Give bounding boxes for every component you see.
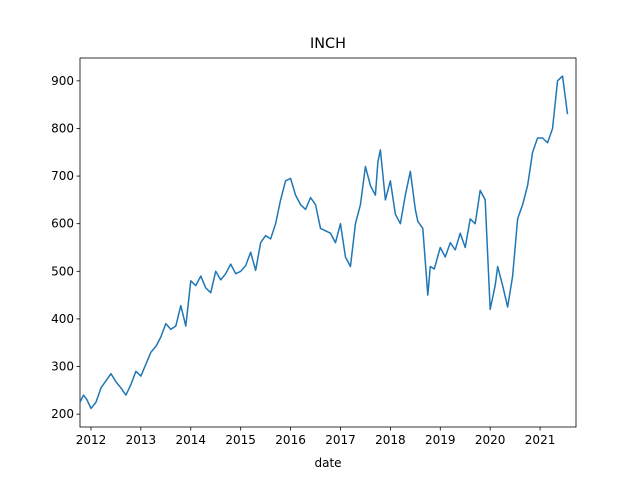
y-tick-label: 300 [51,360,74,374]
y-tick-label: 800 [51,121,74,135]
plot-frame [79,57,577,428]
data-line [79,75,569,410]
chart-title: INCH [310,36,346,52]
x-tick-label: 2020 [475,433,506,447]
y-tick-label: 400 [51,312,74,326]
x-tick-label: 2015 [225,433,256,447]
x-axis-label: date [314,456,341,470]
y-tick-label: 900 [51,74,74,88]
x-tick-label: 2013 [126,433,157,447]
x-tick-label: 2014 [176,433,207,447]
y-tick-label: 500 [51,264,74,278]
x-tick-label: 2019 [425,433,456,447]
x-tick-label: 2012 [76,433,107,447]
y-tick-label: 600 [51,217,74,231]
x-tick-label: 2016 [275,433,306,447]
y-tick-label: 200 [51,407,74,421]
x-tick-label: 2021 [525,433,556,447]
x-tick-label: 2018 [375,433,406,447]
y-tick-label: 700 [51,169,74,183]
x-tick-label: 2017 [325,433,356,447]
